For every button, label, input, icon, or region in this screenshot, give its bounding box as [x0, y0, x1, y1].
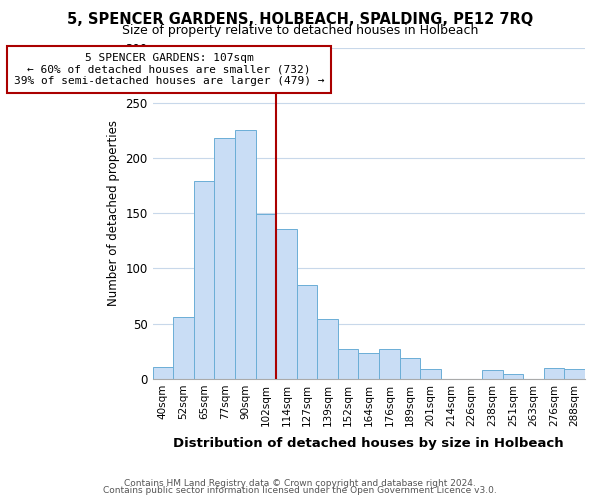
Text: Contains public sector information licensed under the Open Government Licence v3: Contains public sector information licen… — [103, 486, 497, 495]
Bar — [317, 320, 338, 379]
X-axis label: Distribution of detached houses by size in Holbeach: Distribution of detached houses by size … — [173, 437, 564, 450]
Bar — [420, 369, 441, 379]
Bar — [544, 368, 565, 379]
Text: Size of property relative to detached houses in Holbeach: Size of property relative to detached ho… — [122, 24, 478, 37]
Bar — [194, 181, 214, 379]
Bar — [296, 285, 317, 379]
Bar — [565, 369, 585, 379]
Bar — [276, 228, 296, 379]
Bar — [379, 349, 400, 379]
Bar — [358, 354, 379, 379]
Text: 5 SPENCER GARDENS: 107sqm
← 60% of detached houses are smaller (732)
39% of semi: 5 SPENCER GARDENS: 107sqm ← 60% of detac… — [14, 53, 324, 86]
Text: 5, SPENCER GARDENS, HOLBEACH, SPALDING, PE12 7RQ: 5, SPENCER GARDENS, HOLBEACH, SPALDING, … — [67, 12, 533, 28]
Bar — [503, 374, 523, 379]
Bar — [256, 214, 276, 379]
Bar — [338, 349, 358, 379]
Bar — [214, 138, 235, 379]
Bar — [400, 358, 420, 379]
Bar — [152, 367, 173, 379]
Bar — [482, 370, 503, 379]
Bar — [173, 317, 194, 379]
Text: Contains HM Land Registry data © Crown copyright and database right 2024.: Contains HM Land Registry data © Crown c… — [124, 478, 476, 488]
Y-axis label: Number of detached properties: Number of detached properties — [107, 120, 120, 306]
Bar — [235, 130, 256, 379]
